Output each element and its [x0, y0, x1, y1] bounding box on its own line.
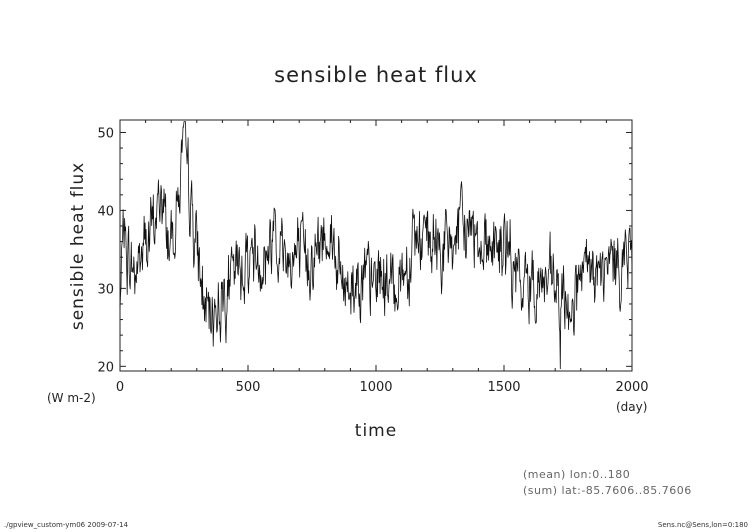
y-axis-label: sensible heat flux [68, 162, 88, 330]
footer-left: ./gpview_custom-ym06 2009-07-14 [4, 521, 129, 529]
footer-right: Sens.nc@Sens,lon=0:180 [658, 521, 748, 529]
x-tick-label: 0 [116, 380, 124, 395]
sum-note: (sum) lat:-85.7606..85.7606 [523, 484, 692, 497]
x-axis-label: time [355, 421, 397, 441]
y-axis: 20 30 40 50 [97, 126, 632, 375]
x-unit-label: (day) [616, 400, 647, 414]
x-axis: 0 500 1000 1500 2000 [116, 120, 649, 395]
y-tick-label: 20 [97, 360, 114, 375]
y-tick-label: 40 [97, 204, 114, 219]
y-tick-label: 30 [97, 282, 114, 297]
y-unit-label: (W m-2) [47, 391, 96, 405]
chart-title: sensible heat flux [274, 63, 478, 87]
series-line [119, 121, 633, 370]
x-tick-label: 500 [236, 380, 261, 395]
mean-note: (mean) lon:0..180 [523, 468, 630, 481]
x-tick-label: 2000 [615, 380, 648, 395]
x-tick-label: 1000 [359, 380, 392, 395]
x-tick-label: 1500 [487, 380, 520, 395]
y-tick-label: 50 [97, 126, 114, 141]
